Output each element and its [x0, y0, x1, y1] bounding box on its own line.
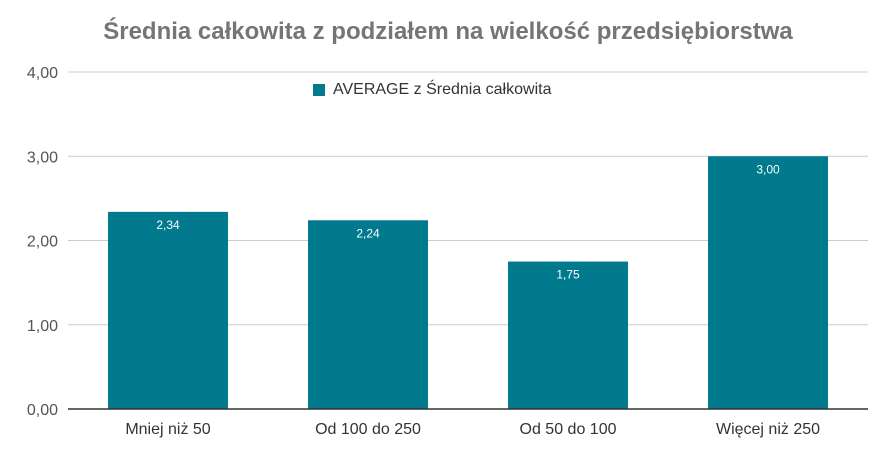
bar: [508, 261, 628, 409]
x-category-label: Mniej niż 50: [125, 421, 210, 438]
bar: [108, 211, 228, 409]
x-category-label: Od 100 do 250: [315, 421, 421, 438]
bar: [708, 156, 828, 409]
y-tick-label: 0,00: [27, 402, 58, 419]
y-tick-label: 3,00: [27, 149, 58, 166]
y-tick-label: 1,00: [27, 318, 58, 335]
x-category-label: Od 50 do 100: [520, 421, 617, 438]
legend: AVERAGE z Średnia całkowita: [313, 80, 551, 100]
y-tick-label: 2,00: [27, 234, 58, 251]
data-label: 2,34: [156, 218, 180, 232]
y-tick-label: 4,00: [27, 65, 58, 82]
x-category-label: Więcej niż 250: [716, 421, 820, 438]
legend-swatch: [313, 84, 325, 96]
legend-label: AVERAGE z Średnia całkowita: [333, 81, 552, 98]
data-label: 3,00: [756, 162, 780, 176]
data-label: 2,24: [356, 226, 380, 240]
bar: [308, 220, 428, 409]
data-label: 1,75: [556, 268, 580, 282]
chart-title: Średnia całkowita z podziałem na wielkoś…: [103, 18, 793, 45]
